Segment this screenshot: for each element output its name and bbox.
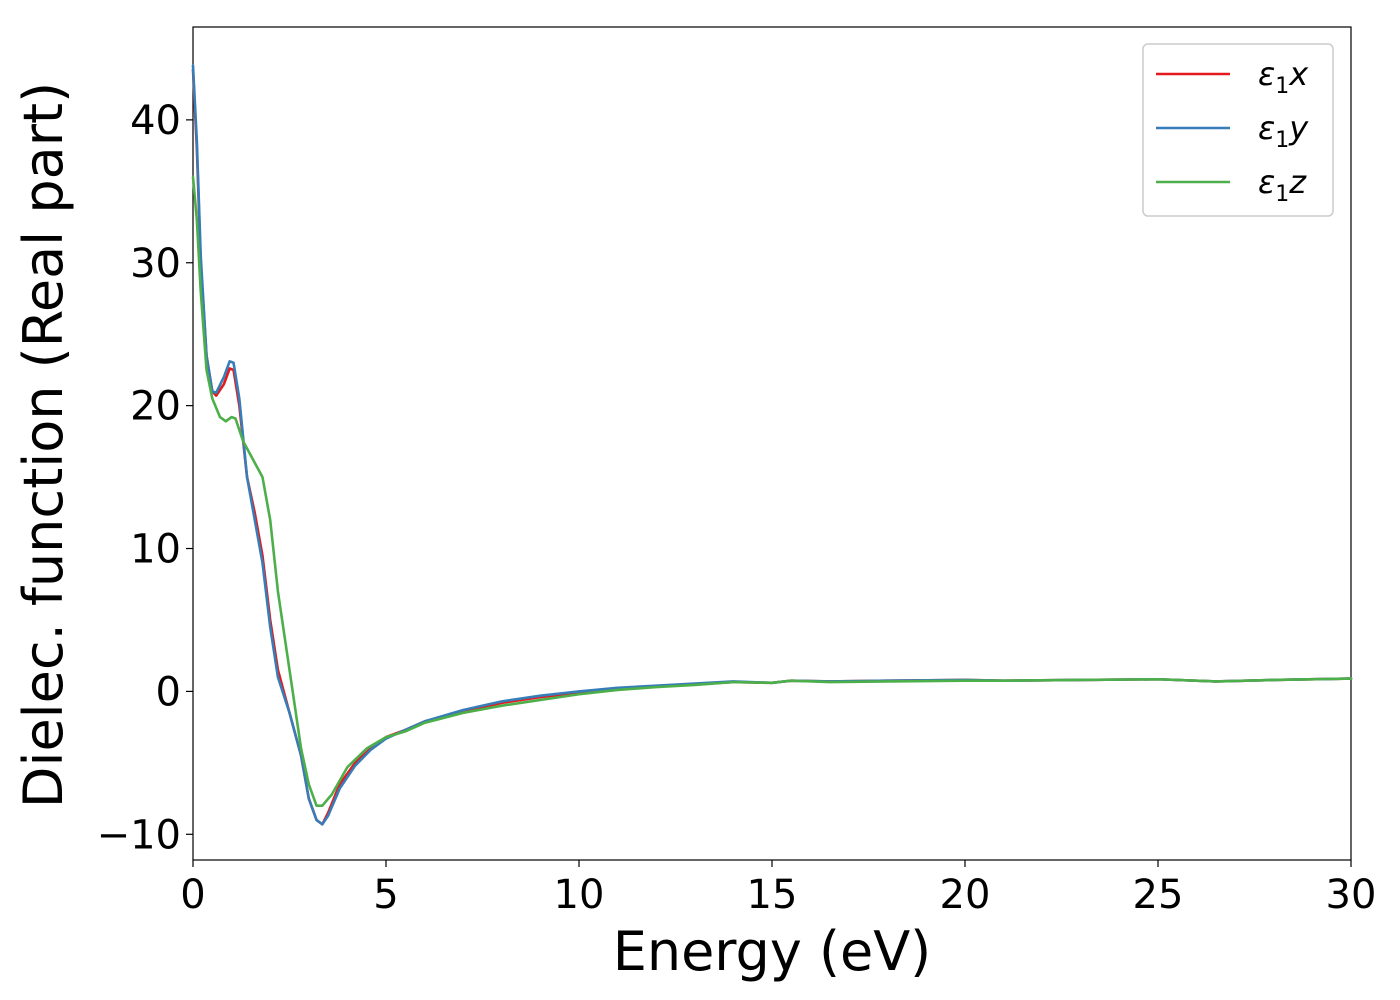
x-axis: 0 5 10 15 20 25 30 — [180, 860, 1376, 918]
legend-label-y: ε1y — [1258, 109, 1309, 153]
y-tick-label: 0 — [156, 669, 181, 715]
y-axis: −10 0 10 20 30 40 — [97, 98, 193, 858]
x-tick-label: 20 — [940, 872, 991, 918]
series-layer — [191, 64, 1353, 826]
y-tick-label: 40 — [130, 98, 181, 144]
legend-box — [1142, 43, 1334, 217]
x-tick-label: 30 — [1326, 872, 1377, 918]
y-tick-label: 10 — [130, 527, 181, 573]
x-tick-label: 10 — [554, 872, 605, 918]
x-tick-label: 25 — [1133, 872, 1184, 918]
x-tick-label: 15 — [747, 872, 798, 918]
legend-entries: ε1x ε1y ε1z — [1156, 55, 1309, 207]
x-axis-label: Energy (eV) — [613, 920, 932, 983]
legend-label-z: ε1z — [1258, 163, 1307, 207]
y-tick-label: −10 — [97, 812, 181, 858]
y-axis-label: Dielec. function (Real part) — [12, 82, 75, 808]
y-tick-label: 30 — [130, 241, 181, 287]
series-line-z — [191, 175, 1353, 807]
legend-label-x: ε1x — [1258, 55, 1309, 99]
y-tick-label: 20 — [130, 384, 181, 430]
x-tick-label: 0 — [180, 872, 205, 918]
x-tick-label: 5 — [373, 872, 398, 918]
legend: ε1x ε1y ε1z — [1142, 43, 1334, 217]
